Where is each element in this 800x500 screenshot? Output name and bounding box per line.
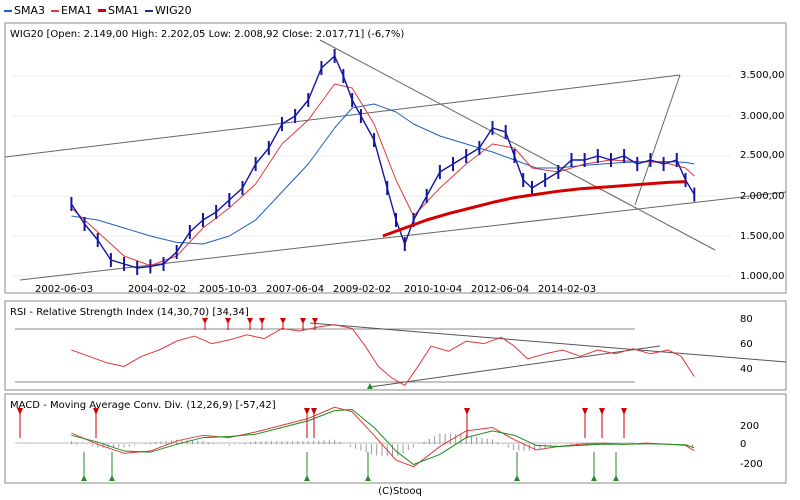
rsi-panel-frame <box>4 300 787 391</box>
macd-sell-marker <box>464 408 470 415</box>
price-series <box>70 49 696 275</box>
macd-panel: MACD - Moving Average Conv. Div. (12,26,… <box>4 393 787 484</box>
rsi-signal-markers <box>202 318 373 389</box>
legend-swatch-sma1 <box>97 9 106 12</box>
price-x-ticks: 2002-06-03 2004-02-02 2005-10-03 2007-06… <box>35 284 596 295</box>
legend: SMA3 EMA1 SMA1 WIG20 <box>4 4 192 17</box>
macd-buy-marker <box>591 475 597 481</box>
rsi-chart-title: RSI - Relative Strength Index (14,30,70)… <box>10 307 249 318</box>
x-tick-2010-10-04: 2010-10-04 <box>404 284 462 295</box>
rsi-overbought-marker <box>312 318 318 324</box>
x-tick-2009-02-02: 2009-02-02 <box>333 284 391 295</box>
price-line-sma3 <box>71 103 695 245</box>
macd-panel-frame <box>4 393 787 484</box>
macd-buy-marker <box>613 475 619 481</box>
macd-y-tick-minus200: -200 <box>740 459 763 470</box>
x-tick-2005-10-03: 2005-10-03 <box>199 284 257 295</box>
price-trendlines <box>4 39 787 281</box>
price-y-tick-1000: 1.000,00 <box>740 271 785 282</box>
rsi-overbought-marker <box>225 318 231 324</box>
x-tick-2002-06-03: 2002-06-03 <box>35 284 93 295</box>
macd-buy-marker <box>81 475 87 481</box>
macd-y-tick-0: 0 <box>740 439 746 450</box>
legend-item-wig20: WIG20 <box>144 4 192 17</box>
x-tick-2007-06-04: 2007-06-04 <box>266 284 324 295</box>
rsi-overbought-marker <box>202 318 208 324</box>
rsi-overbought-marker <box>300 318 306 324</box>
rsi-overbought-marker <box>259 318 265 324</box>
rsi-panel: RSI - Relative Strength Index (14,30,70)… <box>4 300 787 391</box>
macd-y-tick-200: 200 <box>740 421 759 432</box>
price-y-ticks: 3.500,00 3.000,00 2.500,00 2.000,00 1.50… <box>740 70 785 282</box>
price-y-tick-2000: 2.000,00 <box>740 191 785 202</box>
x-tick-2004-02-02: 2004-02-02 <box>128 284 186 295</box>
macd-sell-marker <box>304 408 310 415</box>
macd-chart-title: MACD - Moving Average Conv. Div. (12,26,… <box>10 400 276 411</box>
price-y-tick-3000: 3.000,00 <box>740 111 785 122</box>
footer-copyright: (C)Stooq <box>378 486 422 497</box>
macd-buy-marker <box>365 475 371 481</box>
price-y-tick-3500: 3.500,00 <box>740 70 785 81</box>
rsi-overbought-marker <box>247 318 253 324</box>
macd-line-macd <box>71 406 695 468</box>
macd-buy-marker <box>514 475 520 481</box>
legend-swatch-sma3 <box>4 9 12 12</box>
rsi-y-tick-80: 80 <box>740 314 753 325</box>
macd-sell-marker <box>17 408 23 415</box>
x-tick-2012-06-04: 2012-06-04 <box>471 284 529 295</box>
price-panel: WIG20 [Open: 2.149,00 High: 2.202,05 Low… <box>4 22 787 295</box>
legend-swatch-wig20 <box>144 9 153 12</box>
legend-swatch-ema1 <box>51 9 59 12</box>
legend-label-wig20: WIG20 <box>154 4 192 17</box>
legend-item-ema1: EMA1 <box>51 4 92 17</box>
price-chart-title: WIG20 [Open: 2.149,00 High: 2.202,05 Low… <box>10 29 404 40</box>
price-line-wig20 <box>70 55 695 269</box>
macd-sell-marker <box>582 408 588 415</box>
x-tick-2014-02-03: 2014-02-03 <box>538 284 596 295</box>
macd-sell-marker <box>599 408 605 415</box>
legend-label-sma1: SMA1 <box>107 4 139 17</box>
macd-sell-marker <box>621 408 627 415</box>
price-y-tick-2500: 2.500,00 <box>740 150 785 161</box>
macd-signal-markers <box>17 408 627 481</box>
rsi-y-tick-40: 40 <box>740 364 753 375</box>
macd-line-signal <box>71 408 695 466</box>
rsi-overbought-marker <box>280 318 286 324</box>
trendline-descending <box>319 39 716 251</box>
legend-item-sma1: SMA1 <box>97 4 139 17</box>
macd-sell-marker <box>93 408 99 415</box>
macd-sell-marker <box>311 408 317 415</box>
rsi-trendline-down <box>309 322 787 363</box>
macd-buy-marker <box>109 475 115 481</box>
trendline-upper-channel <box>4 74 681 158</box>
trendline-lower-channel <box>19 191 787 281</box>
rsi-y-tick-60: 60 <box>740 339 753 350</box>
price-y-tick-1500: 1.500,00 <box>740 231 785 242</box>
price-panel-frame <box>4 22 787 294</box>
chart-canvas: WIG20 [Open: 2.149,00 High: 2.202,05 Low… <box>4 22 787 484</box>
rsi-series <box>71 324 695 386</box>
price-gridlines <box>12 75 730 277</box>
legend-item-sma3: SMA3 <box>4 4 45 17</box>
legend-label-sma3: SMA3 <box>14 4 45 17</box>
rsi-oversold-marker <box>367 383 373 389</box>
macd-series <box>71 406 695 468</box>
legend-label-ema1: EMA1 <box>61 4 92 17</box>
macd-buy-marker <box>304 475 310 481</box>
